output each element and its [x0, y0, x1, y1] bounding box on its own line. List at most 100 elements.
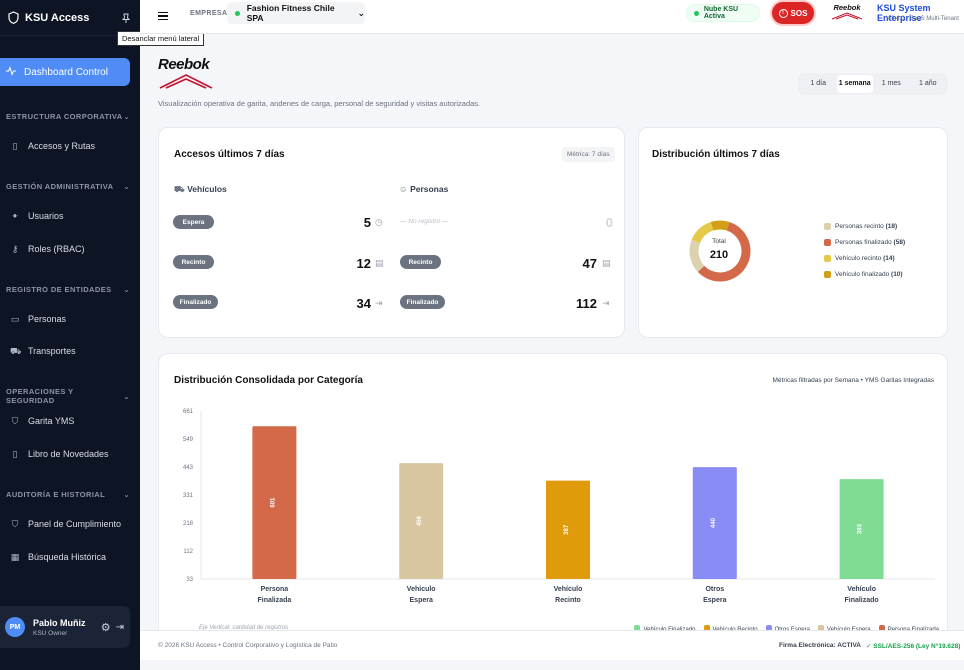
legend-label: Personas recinto	[835, 223, 884, 230]
empresa-value: Fashion Fitness Chile SPA	[246, 3, 335, 23]
donut-slice	[691, 221, 714, 244]
range-selector: 1 día 1 semana 1 mes 1 año	[798, 73, 948, 95]
distribucion-card: Distribución últimos 7 días Total 210	[638, 127, 948, 338]
section-gestion[interactable]: GESTIÓN ADMINISTRATIVA ⌄	[6, 182, 130, 191]
sidebar-item-cumplimiento[interactable]: ⛉ Panel de Cumplimiento	[10, 513, 130, 535]
vehiculos-finalizado-value: 34	[356, 296, 371, 311]
page-subtitle: Visualización operativa de garita, anden…	[158, 99, 481, 108]
brand-logo: Reebok	[830, 3, 864, 23]
vehiculos-header: ⛟ Vehículos	[174, 184, 227, 196]
legend-label: Vehículo finalizado	[835, 271, 890, 278]
user-role: KSU Owner	[33, 629, 68, 637]
sidebar-item-libro[interactable]: ▯ Libro de Novedades	[10, 443, 130, 465]
personas-finalizado-value: 112	[576, 296, 597, 311]
sidebar-item-roles[interactable]: ⚷ Roles (RBAC)	[10, 238, 130, 260]
map-icon: ▯	[12, 141, 18, 151]
accesos-card: Accesos últimos 7 días Métrica: 7 días ⛟…	[158, 127, 625, 338]
section-title: ESTRUCTURA CORPORATIVA	[6, 112, 123, 121]
section-registro[interactable]: REGISTRO DE ENTIDADES ⌄	[6, 285, 130, 294]
section-title: AUDITORÍA E HISTORIAL	[6, 490, 106, 499]
sidebar-item-busqueda[interactable]: ▦ Búsqueda Histórica	[10, 546, 130, 568]
building-icon: ▤	[602, 258, 611, 268]
status-dot-icon	[235, 10, 240, 16]
y-tick-label: 112	[183, 549, 193, 555]
logout-icon[interactable]: ⇥	[115, 621, 124, 633]
accesos-title: Accesos últimos 7 días	[174, 149, 285, 160]
legend-swatch	[824, 239, 831, 246]
users-icon: ꔹ	[11, 211, 19, 221]
user-icon: ☺	[399, 184, 408, 194]
legend-swatch	[878, 625, 885, 631]
legend-item: Vehículo finalizado (10)	[824, 271, 903, 278]
bar[interactable]	[692, 467, 737, 579]
range-1-ano[interactable]: 1 año	[918, 80, 937, 87]
range-1-mes[interactable]: 1 mes	[881, 80, 901, 87]
range-1-dia[interactable]: 1 día	[810, 80, 827, 87]
section-title: GESTIÓN ADMINISTRATIVA	[6, 182, 114, 191]
status-badge: Recinto	[173, 255, 214, 269]
range-1-semana[interactable]: 1 semana	[836, 75, 873, 93]
vehiculos-label: Vehículos	[187, 184, 227, 194]
settings-icon[interactable]: ⚙	[100, 621, 111, 634]
bar[interactable]	[546, 480, 590, 579]
sidebar: KSU Access Dashboard Control ESTRUCTURA …	[0, 0, 140, 670]
sos-label: SOS	[790, 8, 808, 18]
y-tick-label: 218	[183, 521, 194, 527]
legend-value: (58)	[893, 239, 906, 246]
empresa-select[interactable]: Fashion Fitness Chile SPA ⌄	[227, 2, 365, 24]
y-tick-label: 443	[183, 465, 194, 471]
menu-icon[interactable]	[154, 7, 172, 25]
no-registro-text: — No registro —	[400, 218, 449, 225]
sidebar-item-usuarios[interactable]: ꔹ Usuarios	[10, 205, 130, 227]
chevron-down-icon: ⌄	[123, 391, 130, 401]
pin-icon[interactable]	[120, 12, 132, 24]
personas-header: ☺ Personas	[399, 184, 448, 194]
x-tick-label: Persona	[261, 586, 289, 593]
donut-slice	[710, 220, 730, 231]
section-estructura[interactable]: ESTRUCTURA CORPORATIVA ⌄	[6, 112, 130, 121]
section-title: OPERACIONES Y SEGURIDAD	[6, 387, 74, 405]
user-name: Pablo Muñiz	[33, 617, 86, 628]
x-tick-label: Vehículo	[554, 586, 583, 593]
y-tick-label: 33	[186, 577, 193, 583]
section-operaciones[interactable]: OPERACIONES Y SEGURIDAD ⌄	[6, 387, 130, 405]
sidebar-item-label: Dashboard Control	[24, 66, 108, 78]
bar[interactable]	[839, 479, 884, 579]
x-tick-label: Espera	[410, 597, 433, 604]
sidebar-item-label: Personas	[28, 314, 67, 324]
sidebar-item-accesos[interactable]: ▯ Accesos y Rutas	[10, 135, 130, 157]
calendar-icon: ▦	[10, 552, 20, 562]
personas-espera-value: 0	[605, 215, 613, 230]
bar[interactable]	[399, 463, 444, 579]
donut-slice	[697, 221, 751, 282]
bar[interactable]	[252, 426, 297, 579]
legend-swatch	[634, 625, 641, 631]
alert-icon: !	[778, 8, 788, 18]
page-logo: Reebok	[158, 56, 218, 94]
consolidada-meta: Métricas filtradas por Semana • YMS Gari…	[772, 377, 934, 384]
truck-icon: ⛟	[174, 184, 185, 194]
sidebar-item-dashboard[interactable]: Dashboard Control	[0, 58, 130, 86]
id-card-icon: ▭	[10, 314, 20, 324]
sidebar-item-garita[interactable]: ⛉ Garita YMS	[10, 410, 130, 432]
shield-icon: ⛉	[11, 416, 19, 426]
legend-item: Personas finalizado (58)	[824, 239, 905, 246]
y-tick-label: 549	[183, 437, 194, 443]
sidebar-item-transportes[interactable]: ⛟ Transportes	[10, 340, 130, 362]
sidebar-item-label: Panel de Cumplimiento	[28, 519, 122, 529]
y-tick-label: 331	[183, 493, 194, 499]
sos-button[interactable]: ! SOS	[770, 0, 816, 26]
exit-icon: ⇥	[375, 298, 383, 308]
legend-swatch	[824, 271, 831, 278]
sidebar-header: KSU Access	[0, 0, 140, 36]
footer-copyright: © 2026 KSU Access • Control Corporativo …	[158, 642, 338, 649]
status-badge: Recinto	[400, 255, 441, 269]
legend-value: (14)	[883, 255, 895, 262]
vehiculos-espera-value: 5	[363, 215, 371, 230]
building-icon: ▤	[375, 258, 384, 268]
consolidada-card: Distribución Consolidada por Categoría M…	[158, 353, 948, 638]
chevron-down-icon: ⌄	[123, 285, 130, 294]
sidebar-item-personas[interactable]: ▭ Personas	[10, 308, 130, 330]
section-auditoria[interactable]: AUDITORÍA E HISTORIAL ⌄	[6, 490, 130, 499]
bar-value-label: 387	[564, 524, 570, 535]
